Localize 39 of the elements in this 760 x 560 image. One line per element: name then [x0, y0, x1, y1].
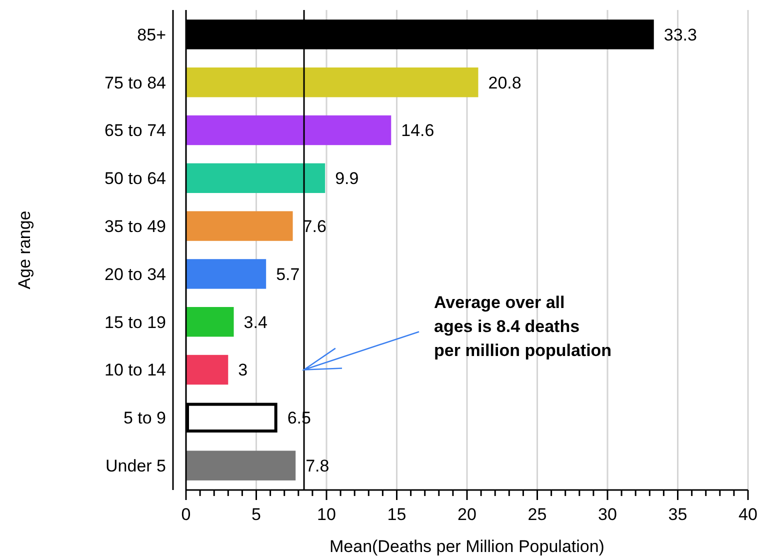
y-tick-label: 50 to 64: [104, 169, 166, 188]
data-label: 14.6: [401, 121, 434, 140]
y-tick-label: 10 to 14: [104, 360, 166, 380]
x-tick-label: 0: [181, 505, 191, 524]
bar: [186, 115, 392, 146]
x-tick-label: 30: [598, 505, 617, 524]
y-tick-label: 35 to 49: [104, 217, 166, 236]
data-label: 3.4: [244, 312, 268, 332]
bar: [186, 259, 266, 289]
x-tick-label: 40: [738, 505, 758, 524]
y-axis-title: Age range: [15, 210, 34, 290]
y-tick-label: 65 to 74: [104, 121, 166, 140]
y-tick-label: Under 5: [106, 456, 166, 476]
bar: [186, 211, 293, 241]
y-tick-label: 75 to 84: [104, 73, 166, 92]
annotation: Average over all ages is 8.4 deaths per million population: [434, 292, 612, 360]
y-tick-label: 20 to 34: [104, 264, 166, 284]
data-label: 7.8: [306, 456, 330, 476]
data-label: 20.8: [488, 73, 522, 92]
data-label: 9.9: [335, 169, 359, 188]
x-tick-label: 35: [668, 505, 688, 524]
bar: [186, 450, 296, 480]
data-label: 5.7: [276, 264, 300, 284]
x-axis-title: Mean(Deaths per Million Population): [330, 537, 604, 556]
bar: [186, 354, 228, 385]
data-label: 7.6: [302, 217, 326, 236]
x-tick-label: 5: [252, 505, 261, 524]
y-tick-label: 85+: [137, 25, 166, 44]
x-tick-label: 15: [387, 505, 406, 524]
bar: [186, 307, 234, 337]
x-tick-label: 25: [528, 505, 547, 524]
bar: [186, 67, 478, 98]
x-tick-label: 10: [317, 505, 336, 524]
data-label: 3: [238, 360, 248, 380]
bar: [186, 163, 326, 193]
y-tick-label: 5 to 9: [123, 408, 166, 428]
x-tick-label: 20: [458, 505, 476, 524]
data-label: 33.3: [664, 25, 697, 44]
y-tick-label: 15 to 19: [104, 312, 166, 332]
